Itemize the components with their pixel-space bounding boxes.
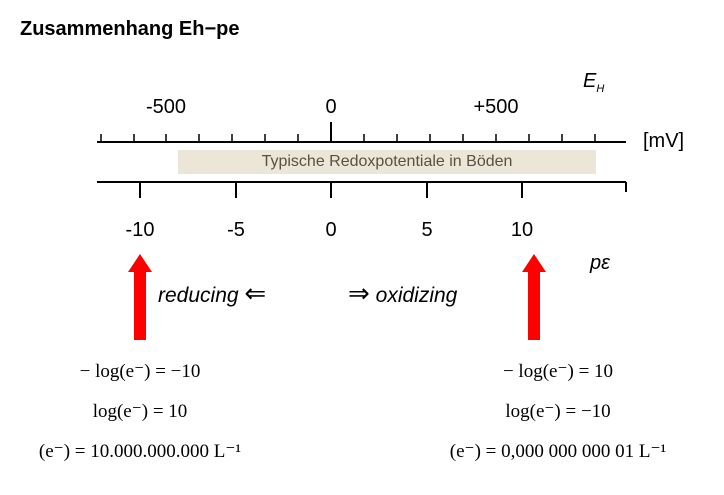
eh-tick-label: +500: [473, 96, 519, 118]
equation-right-1: − log(e⁻) = 10: [502, 361, 614, 382]
equation-right-3: (e⁻) = 0,000 000 000 01 L⁻¹: [449, 441, 667, 462]
diagram-title: Zusammenhang Eh−pe: [20, 18, 240, 40]
equation-right-2: log(e⁻) = −10: [505, 401, 611, 422]
pe-axis-symbol: pε: [590, 252, 610, 274]
pe-tick-label: 5: [421, 219, 433, 241]
eh-symbol-letter: E: [583, 70, 597, 92]
oxidizing-direction: ⇒ oxidizing: [348, 278, 457, 309]
eh-symbol-subscript: H: [596, 83, 605, 95]
pe-tick-label: -5: [227, 219, 245, 241]
equation-left-3: (e⁻) = 10.000.000.000 L⁻¹: [38, 441, 242, 462]
right-double-arrow-icon: ⇒: [348, 278, 370, 308]
oxidizing-red-arrow: [522, 254, 546, 340]
pe-tick-label: 10: [510, 219, 534, 241]
reducing-red-arrow: [128, 254, 152, 340]
reducing-direction: reducing ⇐: [158, 278, 266, 309]
eh-tick-label: -500: [145, 96, 187, 118]
pe-tick-label: 0: [325, 219, 337, 241]
soil-redox-band: Typische Redoxpotentiale in Böden: [178, 150, 596, 174]
oxidizing-label: oxidizing: [375, 284, 458, 307]
eh-tick-label: 0: [325, 96, 337, 118]
eh-axis-symbol: EH: [583, 70, 604, 95]
eh-axis-unit: [mV]: [643, 130, 685, 152]
equation-left-1: − log(e⁻) = −10: [79, 361, 201, 382]
pe-tick-label: -10: [125, 219, 155, 241]
equation-left-2: log(e⁻) = 10: [92, 401, 188, 422]
reducing-label: reducing: [158, 284, 239, 307]
left-double-arrow-icon: ⇐: [244, 278, 267, 308]
